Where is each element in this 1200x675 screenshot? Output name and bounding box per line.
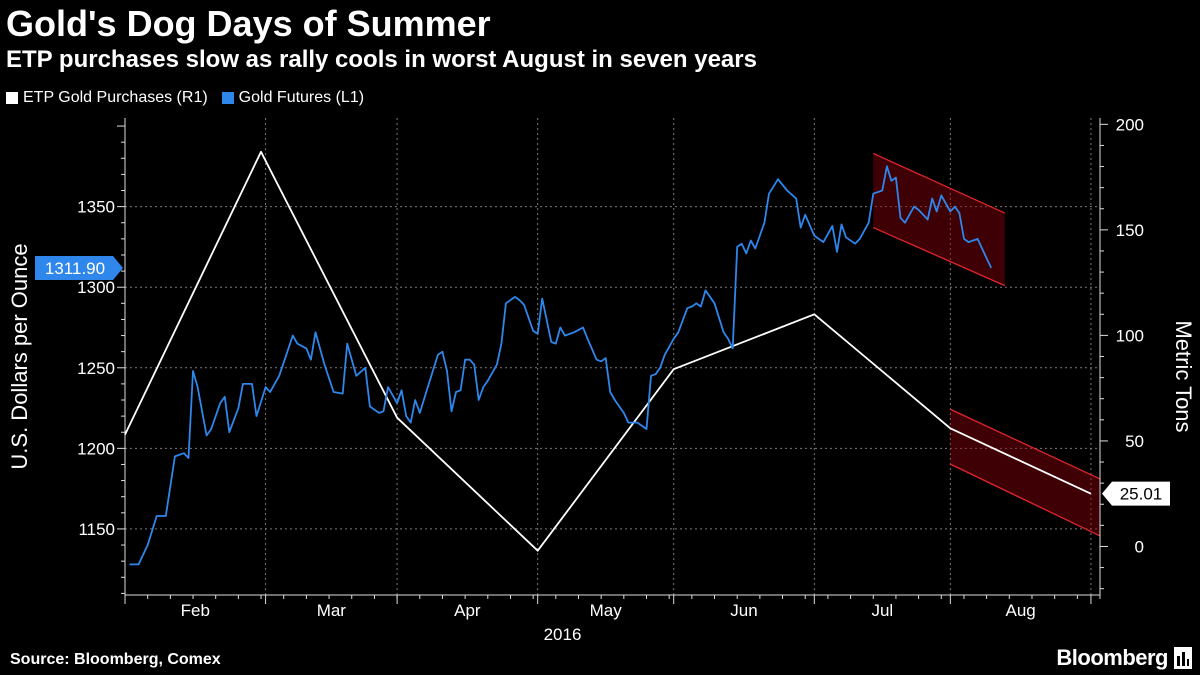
right-tick-label-0: 0 <box>1135 537 1144 556</box>
series-line-etp-purchases <box>124 150 1092 552</box>
x-tick-label-may: May <box>590 601 623 620</box>
legend-item-etp: ETP Gold Purchases (R1) <box>6 89 208 107</box>
last-value-tag-left: 1311.90 <box>35 256 123 281</box>
bloomberg-logo: Bloomberg <box>1056 645 1192 671</box>
bloomberg-mark-icon <box>1174 647 1192 669</box>
x-tick-label-jun: Jun <box>730 601 757 620</box>
legend-item-futures: Gold Futures (L1) <box>221 89 365 107</box>
y-axis-left-title: U.S. Dollars per Ounce <box>7 243 32 469</box>
trend-channel-upper-1 <box>950 408 1101 480</box>
legend-swatch-etp <box>6 92 18 104</box>
last-value-tag-left-bg <box>35 256 123 281</box>
last-value-tag-left-text: 1311.90 <box>45 259 105 278</box>
left-tick-label-1250: 1250 <box>77 359 115 378</box>
right-tick-label-200: 200 <box>1116 115 1144 134</box>
last-value-tag-right-text: 25.01 <box>1120 485 1163 504</box>
legend: ETP Gold Purchases (R1) Gold Futures (L1… <box>6 89 364 107</box>
x-tick-label-aug: Aug <box>1006 601 1036 620</box>
logo-text: Bloomberg <box>1056 645 1168 670</box>
left-tick-label-1200: 1200 <box>77 439 115 458</box>
right-tick-label-100: 100 <box>1116 326 1144 345</box>
trend-channel-lower-0 <box>872 226 1006 287</box>
x-tick-label-apr: Apr <box>454 601 481 620</box>
trend-channel-fill-0 <box>873 153 1005 286</box>
left-tick-label-1350: 1350 <box>77 198 115 217</box>
left-tick-label-1300: 1300 <box>77 278 115 297</box>
x-tick-label-mar: Mar <box>317 601 347 620</box>
left-tick-label-1150: 1150 <box>78 520 115 539</box>
last-value-tag-right: 25.01 <box>1102 481 1170 506</box>
y-axis-right-title: Metric Tons <box>1171 320 1196 432</box>
trend-channels <box>872 152 1101 537</box>
chart-subtitle: ETP purchases slow as rally cools in wor… <box>6 46 757 73</box>
x-year-label: 2016 <box>544 625 582 644</box>
legend-label-futures: Gold Futures (L1) <box>238 89 365 106</box>
axis-labels: 1150 1200 1250 1300 1350 0 50 100 150 200 Feb Mar Ap… <box>7 115 1196 644</box>
chart-title: Gold's Dog Days of Summer <box>6 3 491 44</box>
axes <box>117 118 1108 604</box>
x-tick-label-jul: Jul <box>871 601 893 620</box>
right-tick-label-150: 150 <box>1116 221 1144 240</box>
trend-channel-lower-1 <box>950 463 1101 537</box>
trend-channel-fill-1 <box>950 409 1100 536</box>
series-line-gold-futures <box>129 165 993 566</box>
last-value-tag-right-bg <box>1102 481 1170 506</box>
legend-swatch-futures <box>221 92 234 104</box>
x-tick-label-feb: Feb <box>181 601 210 620</box>
legend-label-etp: ETP Gold Purchases (R1) <box>23 89 208 106</box>
right-tick-label-50: 50 <box>1125 432 1144 451</box>
trend-channel-upper-0 <box>872 152 1006 214</box>
series-lines <box>124 150 1092 566</box>
source-note: Source: Bloomberg, Comex <box>10 651 221 668</box>
